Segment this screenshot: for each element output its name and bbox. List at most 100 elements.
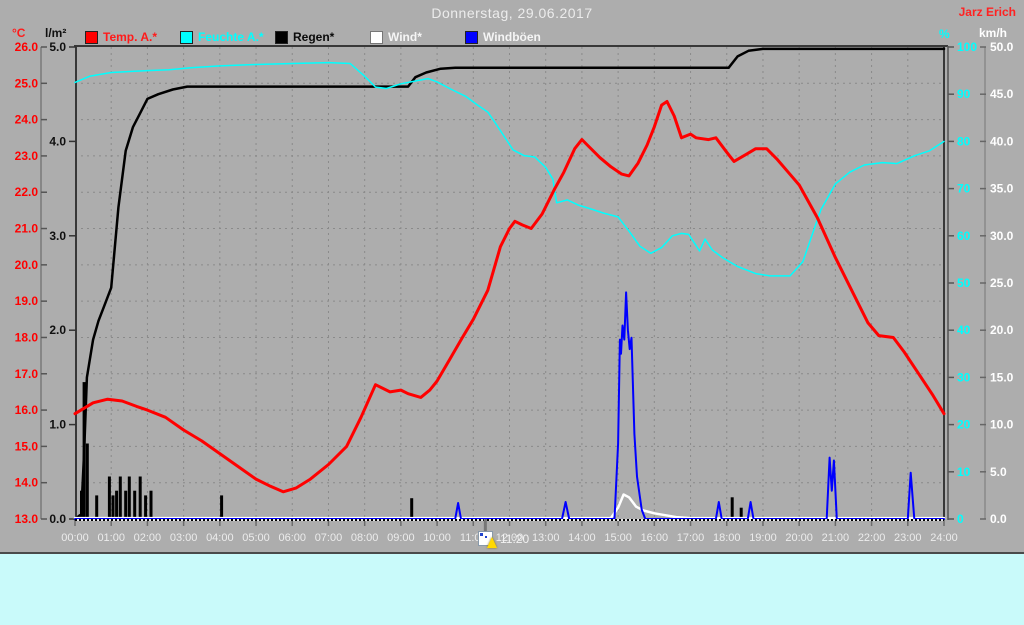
percent-axis-label: 80 <box>957 134 971 148</box>
axis-unit-rain: l/m² <box>45 26 67 40</box>
temp-axis-label: 14.0 <box>15 476 39 490</box>
x-axis-label: 19:00 <box>749 532 777 544</box>
temp-axis-label: 20.0 <box>15 258 39 272</box>
rain-axis-label: 4.0 <box>49 134 66 148</box>
x-axis-label: 14:00 <box>568 532 596 544</box>
wind-axis-label: 50.0 <box>990 40 1014 54</box>
legend: Temp. A.* Feuchte A.* Regen* Wind* Windb… <box>0 30 1024 46</box>
temp-axis-label: 26.0 <box>15 40 39 54</box>
percent-axis-label: 50 <box>957 276 971 290</box>
rain-axis-label: 1.0 <box>49 418 66 432</box>
rain-bar <box>85 443 89 519</box>
x-axis-label: 16:00 <box>641 532 669 544</box>
wind-swatch <box>370 30 383 44</box>
temp-axis-label: 25.0 <box>15 76 39 90</box>
legend-item-wind: Wind* <box>370 30 422 44</box>
wind-axis-label: 20.0 <box>990 323 1014 337</box>
weather-chart-plot[interactable]: 26.0 25.0 24.0 23.0 22.0 21.0 20.0 19.0 18.0 17.0… <box>0 0 1024 552</box>
feuchte-a-swatch <box>180 30 193 44</box>
wind-axis-label: 35.0 <box>990 182 1014 196</box>
wind-axis-label: 15.0 <box>990 370 1014 384</box>
wind-axis-label: 30.0 <box>990 229 1014 243</box>
rain-axis-label: 2.0 <box>49 323 66 337</box>
x-axis-label: 22:00 <box>858 532 886 544</box>
x-axis-label: 07:00 <box>315 532 343 544</box>
rain-bar <box>124 490 128 519</box>
legend-label: Wind* <box>388 30 422 44</box>
legend-label: Windböen <box>483 30 541 44</box>
cursor-time-label: 11:20 <box>500 532 530 546</box>
legend-label: Regen* <box>293 30 335 44</box>
rain-bar <box>82 382 86 519</box>
rain-bar <box>115 490 119 519</box>
temp-axis-label: 23.0 <box>15 149 39 163</box>
x-axis-label: 21:00 <box>822 532 850 544</box>
rain-bar <box>80 490 83 519</box>
percent-axis-label: 40 <box>957 323 971 337</box>
temp-axis-label: 22.0 <box>15 185 39 199</box>
rain-axis-label: 0.0 <box>49 512 66 526</box>
temp-axis-label: 24.0 <box>15 113 39 127</box>
temp-axis-label: 17.0 <box>15 367 39 381</box>
series-feuchte_a <box>74 61 945 277</box>
x-axis-label: 01:00 <box>97 532 125 544</box>
percent-axis-label: 20 <box>957 418 971 432</box>
station-name: Jarz Erich <box>958 5 1016 19</box>
temp-axis-label: 16.0 <box>15 403 39 417</box>
rain-bar <box>107 476 111 519</box>
percent-axis-label: 10 <box>957 465 971 479</box>
x-axis-label: 05:00 <box>242 532 270 544</box>
axis-unit-percent: % <box>939 27 950 41</box>
wind-axis-label: 0.0 <box>990 512 1007 526</box>
rain-bar <box>730 497 734 519</box>
rain-bar <box>118 476 122 519</box>
stats-table: Sensor MinWert MaxWert Durchschnitt Temp… <box>0 552 1024 625</box>
percent-axis-label: 30 <box>957 370 971 384</box>
rain-bar <box>410 498 414 519</box>
rain-bar <box>133 490 137 519</box>
temp-axis-label: 21.0 <box>15 222 39 236</box>
rain-axis-label: 3.0 <box>49 229 66 243</box>
x-axis-label: 06:00 <box>278 532 306 544</box>
wind-axis-label: 45.0 <box>990 87 1014 101</box>
axis-unit-windspeed: km/h <box>979 26 1008 40</box>
x-axis-label: 10:00 <box>423 532 451 544</box>
temp-axis-label: 13.0 <box>15 512 39 526</box>
page-title: Donnerstag, 29.06.2017 <box>431 5 593 21</box>
legend-label: Temp. A.* <box>103 30 158 44</box>
x-axis-label: 12:00 <box>496 532 524 544</box>
x-axis-label: 03:00 <box>170 532 198 544</box>
temp-axis-label: 15.0 <box>15 439 39 453</box>
rain-bar <box>144 495 148 519</box>
percent-axis-label: 70 <box>957 182 971 196</box>
series-wind <box>73 493 946 520</box>
x-axis-label: 13:00 <box>532 532 560 544</box>
rain-axis-label: 5.0 <box>49 40 66 54</box>
wind-axis-label: 5.0 <box>990 465 1007 479</box>
series-regen_summe <box>73 47 946 521</box>
x-axis-label: 09:00 <box>387 532 415 544</box>
wind-axis-label: 10.0 <box>990 418 1014 432</box>
percent-axis-label: 90 <box>957 87 971 101</box>
rain-bar <box>127 476 131 519</box>
legend-item-regen: Regen* <box>275 30 334 44</box>
x-axis-label: 23:00 <box>894 532 922 544</box>
legend-label: Feuchte A.* <box>198 30 264 44</box>
regen-swatch <box>275 30 288 44</box>
x-axis-label: 04:00 <box>206 532 234 544</box>
legend-item-feuchte-a: Feuchte A.* <box>180 30 264 44</box>
temp-a-swatch <box>85 30 98 44</box>
rain-bar <box>739 507 743 519</box>
legend-item-windboeen: Windböen <box>465 30 541 44</box>
legend-item-temp-a: Temp. A.* <box>85 30 157 44</box>
series-temp_a <box>73 100 946 494</box>
temp-axis-label: 19.0 <box>15 294 39 308</box>
series-windboeen <box>74 291 945 520</box>
x-axis-label: 15:00 <box>604 532 632 544</box>
percent-axis-label: 0 <box>957 512 964 526</box>
percent-axis-label: 60 <box>957 229 971 243</box>
x-axis-label: 00:00 <box>61 532 89 544</box>
time-cursor-marker[interactable]: 11:20 <box>478 529 530 548</box>
x-axis-label: 17:00 <box>677 532 705 544</box>
wind-axis-label: 25.0 <box>990 276 1014 290</box>
